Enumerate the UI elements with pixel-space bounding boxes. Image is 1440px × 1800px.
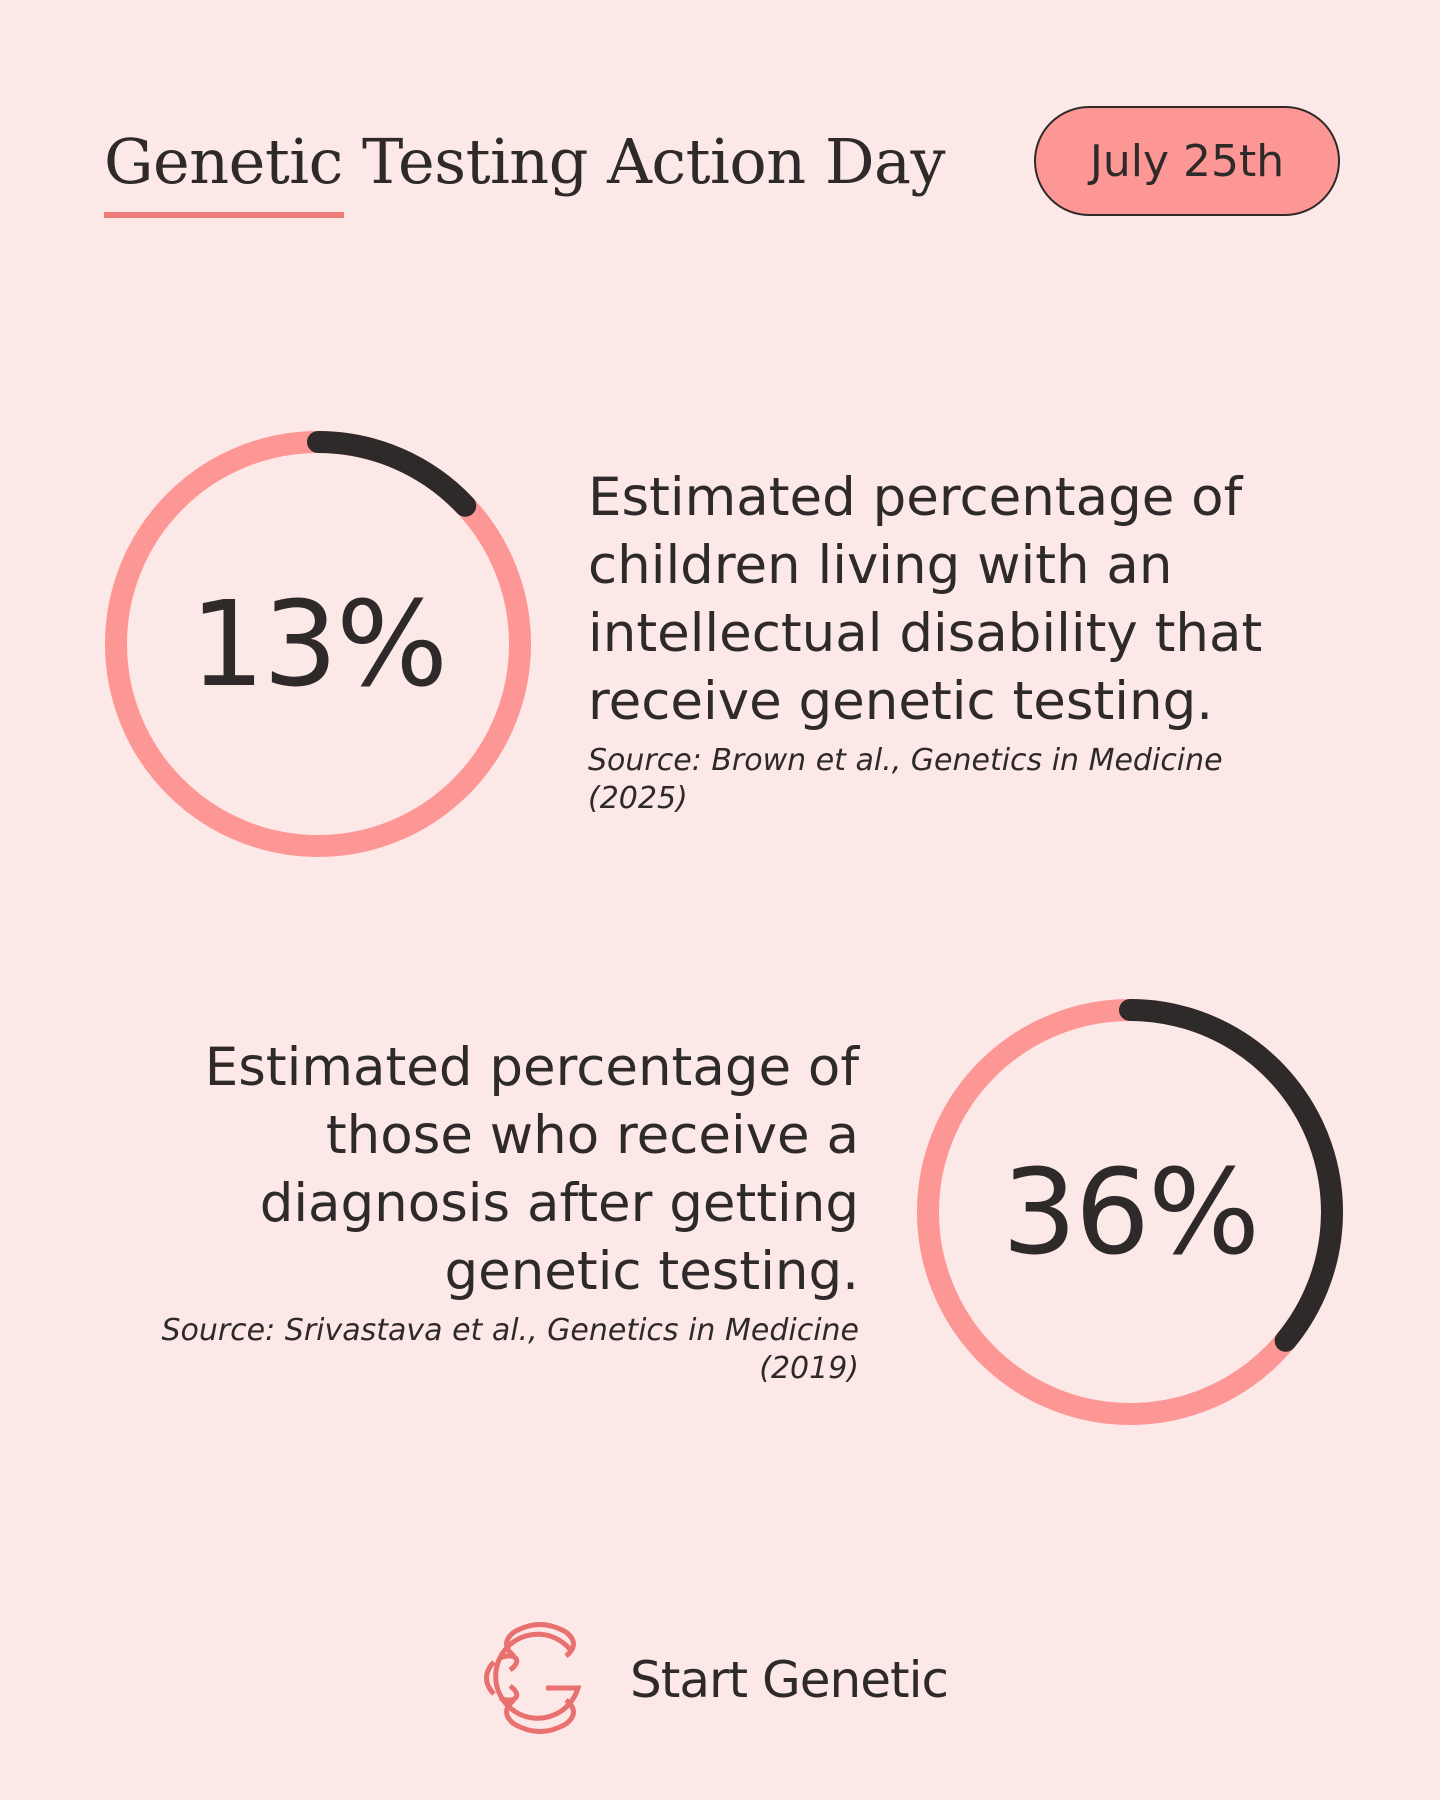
stat-text-2: Estimated percentage of those who receiv… <box>124 1034 859 1388</box>
stat-text-1: Estimated percentage of children living … <box>588 464 1288 818</box>
brand-name: Start Genetic <box>630 1651 949 1709</box>
stat-source-1: Source: Brown et al., Genetics in Medici… <box>588 742 1288 818</box>
stat-source-2-line2: (2019) <box>759 1351 859 1386</box>
stat-description-1: Estimated percentage of children living … <box>588 467 1263 732</box>
stat-source-2-line1: Source: Srivastava et al., Genetics in M… <box>161 1313 859 1348</box>
donut-chart-1: 13% <box>104 430 532 858</box>
stat-source-1-line2: (2025) <box>588 781 688 816</box>
title-underline <box>104 212 344 218</box>
header: Genetic Testing Action Day <box>104 125 946 218</box>
stat-source-1-line1: Source: Brown et al., Genetics in Medici… <box>588 743 1223 778</box>
date-badge: July 25th <box>1034 106 1340 216</box>
donut-progress-1 <box>307 431 477 517</box>
donut-svg-1 <box>105 431 531 857</box>
stat-value-1: 13% <box>189 575 448 713</box>
brand: Start Genetic <box>480 1618 949 1742</box>
donut-svg-2 <box>917 999 1343 1425</box>
stat-source-2: Source: Srivastava et al., Genetics in M… <box>124 1312 859 1388</box>
donut-chart-2: 36% <box>916 998 1344 1426</box>
start-genetic-logo-icon <box>480 1618 600 1742</box>
page-title: Genetic Testing Action Day <box>104 125 946 198</box>
stat-description-2: Estimated percentage of those who receiv… <box>204 1037 859 1302</box>
stat-value-2: 36% <box>1001 1143 1260 1281</box>
donut-progress-2 <box>1119 999 1343 1352</box>
